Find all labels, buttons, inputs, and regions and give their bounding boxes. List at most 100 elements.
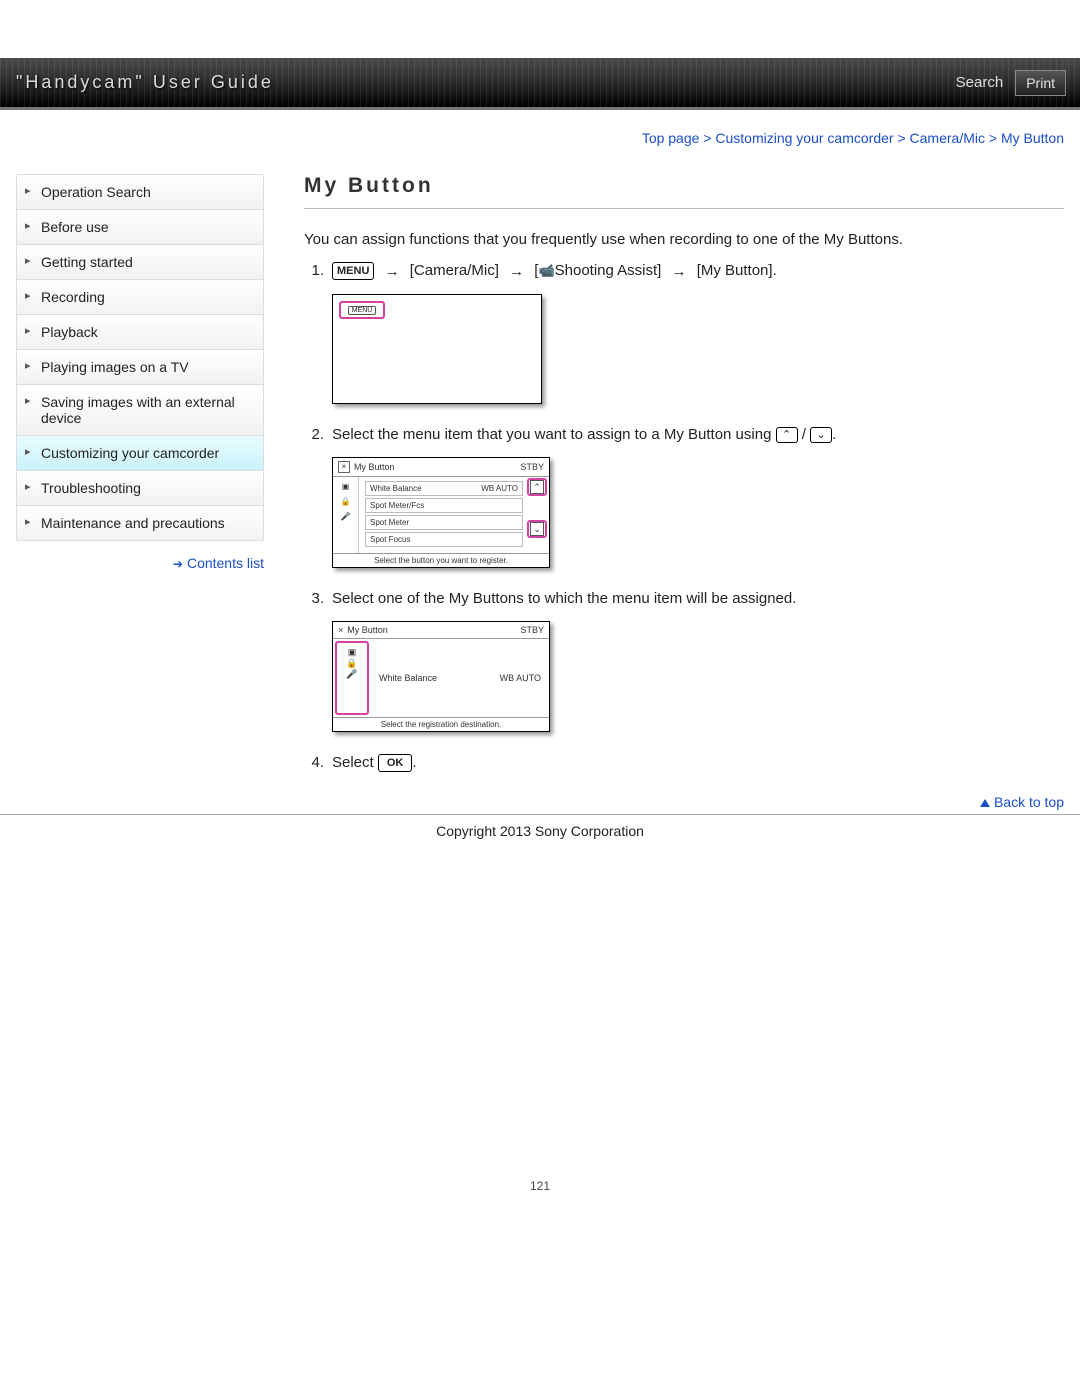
off-icon: 🔒 bbox=[341, 497, 351, 506]
highlight-left-column: ▣ 🔒 🎤 bbox=[335, 641, 369, 715]
arrow-icon bbox=[509, 263, 524, 280]
highlight-down bbox=[527, 520, 547, 538]
step-body: Select one of the My Buttons to which th… bbox=[332, 590, 1064, 607]
step2-slash: / bbox=[798, 426, 811, 443]
header-bar: "Handycam" User Guide Search Print bbox=[0, 58, 1080, 110]
sidebar-item-before-use[interactable]: Before use bbox=[17, 210, 263, 245]
step-number: 3. bbox=[304, 590, 324, 607]
sidebar-item-label: Maintenance and precautions bbox=[41, 515, 225, 531]
breadcrumb-sep: > bbox=[897, 130, 905, 146]
sidebar-item-playing-tv[interactable]: Playing images on a TV bbox=[17, 350, 263, 385]
breadcrumb: Top page > Customizing your camcorder > … bbox=[16, 130, 1064, 146]
ok-button-icon: OK bbox=[378, 754, 413, 772]
auto-icon: ▣ bbox=[348, 647, 357, 658]
breadcrumb-my-button[interactable]: My Button bbox=[1001, 130, 1064, 146]
search-link[interactable]: Search bbox=[956, 74, 1004, 91]
path-camera-mic: [Camera/Mic] bbox=[410, 262, 499, 279]
breadcrumb-sep: > bbox=[989, 130, 997, 146]
menu-button-icon: MENU bbox=[332, 262, 374, 280]
sidebar-item-label: Getting started bbox=[41, 254, 133, 270]
page-number: 121 bbox=[0, 1179, 1080, 1213]
fig2-title: My Button bbox=[354, 462, 395, 472]
fig3-center: White Balance WB AUTO bbox=[371, 639, 549, 717]
list-item: Spot Focus bbox=[365, 532, 523, 547]
list-item: Spot Meter/Fcs bbox=[365, 498, 523, 513]
step-number: 2. bbox=[304, 426, 324, 443]
sidebar-item-label: Recording bbox=[41, 289, 105, 305]
figure-menu-screen: MENU bbox=[332, 294, 542, 404]
step-3: 3. Select one of the My Buttons to which… bbox=[304, 590, 1064, 732]
sidebar-item-playback[interactable]: Playback bbox=[17, 315, 263, 350]
sidebar: Operation Search Before use Getting star… bbox=[16, 174, 264, 810]
fig3-status: STBY bbox=[520, 625, 544, 635]
arrow-right-icon: ➔ bbox=[173, 557, 183, 571]
sidebar-item-label: Troubleshooting bbox=[41, 480, 141, 496]
list-item: White Balance WB AUTO bbox=[365, 481, 523, 496]
list-item-label: Spot Meter/Fcs bbox=[370, 501, 424, 510]
sidebar-item-label: Before use bbox=[41, 219, 109, 235]
sidebar-item-saving-external[interactable]: Saving images with an external device bbox=[17, 385, 263, 436]
mic-icon: 🎤 bbox=[346, 669, 357, 680]
sidebar-item-troubleshooting[interactable]: Troubleshooting bbox=[17, 471, 263, 506]
fig3-item-value: WB AUTO bbox=[500, 673, 549, 683]
breadcrumb-camera-mic[interactable]: Camera/Mic bbox=[910, 130, 985, 146]
header-actions: Search Print bbox=[956, 70, 1066, 96]
auto-icon: ▣ bbox=[342, 482, 350, 491]
menu-highlight: MENU bbox=[339, 301, 385, 319]
contents-list: ➔ Contents list bbox=[16, 555, 264, 571]
fig3-item: White Balance bbox=[379, 673, 437, 683]
sidebar-item-customizing[interactable]: Customizing your camcorder bbox=[17, 436, 263, 471]
step2-period: . bbox=[832, 426, 836, 443]
sidebar-item-recording[interactable]: Recording bbox=[17, 280, 263, 315]
sidebar-item-operation-search[interactable]: Operation Search bbox=[17, 175, 263, 210]
up-arrow-icon: ⌃ bbox=[776, 427, 798, 443]
fig3-title: My Button bbox=[347, 625, 388, 635]
step-number: 1. bbox=[304, 262, 324, 280]
step4-text-a: Select bbox=[332, 754, 378, 771]
sidebar-item-maintenance[interactable]: Maintenance and precautions bbox=[17, 506, 263, 540]
fig2-status: STBY bbox=[520, 462, 544, 472]
contents-list-link[interactable]: Contents list bbox=[187, 555, 264, 571]
path-my-button: [My Button]. bbox=[697, 262, 777, 279]
page-title: My Button bbox=[304, 174, 1064, 209]
back-to-top-link[interactable]: Back to top bbox=[994, 794, 1064, 810]
intro-text: You can assign functions that you freque… bbox=[304, 231, 1064, 248]
list-item-label: White Balance bbox=[370, 484, 422, 493]
sidebar-item-getting-started[interactable]: Getting started bbox=[17, 245, 263, 280]
step-2: 2. Select the menu item that you want to… bbox=[304, 426, 1064, 568]
camera-settings-icon: 📹 bbox=[538, 263, 554, 279]
list-item-label: Spot Meter bbox=[370, 518, 409, 527]
fig2-footer: Select the button you want to register. bbox=[333, 553, 549, 567]
mic-icon: 🎤 bbox=[341, 512, 351, 521]
breadcrumb-customizing[interactable]: Customizing your camcorder bbox=[715, 130, 893, 146]
figure-select-destination: × My Button STBY ▣ 🔒 🎤 bbox=[332, 621, 550, 732]
close-icon: × bbox=[338, 625, 343, 635]
arrow-icon bbox=[385, 263, 400, 280]
step-1: 1. MENU [Camera/Mic] [📹Shooting Assist] … bbox=[304, 262, 1064, 404]
triangle-up-icon bbox=[980, 799, 990, 807]
arrow-icon bbox=[672, 263, 687, 280]
print-button[interactable]: Print bbox=[1015, 70, 1066, 96]
highlight-up bbox=[527, 478, 547, 496]
breadcrumb-top-page[interactable]: Top page bbox=[642, 130, 700, 146]
list-item-value: WB AUTO bbox=[481, 484, 518, 493]
fig3-left-icons: ▣ 🔒 🎤 bbox=[337, 643, 367, 684]
fig3-footer: Select the registration destination. bbox=[333, 717, 549, 731]
sidebar-item-label: Playback bbox=[41, 324, 98, 340]
sidebar-item-label: Customizing your camcorder bbox=[41, 445, 219, 461]
figure-select-item: × My Button STBY ▣ 🔒 🎤 White Balanc bbox=[332, 457, 550, 568]
step2-text-a: Select the menu item that you want to as… bbox=[332, 426, 776, 443]
step4-period: . bbox=[412, 754, 416, 771]
copyright: Copyright 2013 Sony Corporation bbox=[0, 815, 1080, 879]
list-item-label: Spot Focus bbox=[370, 535, 410, 544]
fig2-left-icons: ▣ 🔒 🎤 bbox=[333, 477, 359, 553]
sidebar-item-label: Operation Search bbox=[41, 184, 151, 200]
sidebar-item-label: Playing images on a TV bbox=[41, 359, 189, 375]
close-icon: × bbox=[338, 461, 350, 473]
step-body: Select the menu item that you want to as… bbox=[332, 426, 1064, 443]
breadcrumb-sep: > bbox=[703, 130, 711, 146]
sidebar-nav: Operation Search Before use Getting star… bbox=[16, 174, 264, 541]
site-title: "Handycam" User Guide bbox=[16, 72, 274, 93]
path-shooting-assist: Shooting Assist] bbox=[555, 262, 662, 279]
fig2-list: White Balance WB AUTO Spot Meter/Fcs Spot… bbox=[359, 477, 549, 553]
